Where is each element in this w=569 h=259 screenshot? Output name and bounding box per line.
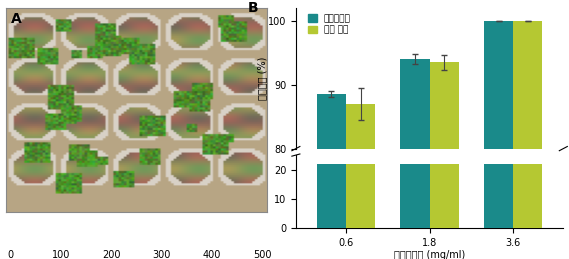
- Bar: [513, 164, 542, 228]
- X-axis label: 추출물농도 (mg/ml): 추출물농도 (mg/ml): [394, 250, 465, 259]
- Bar: [484, 164, 513, 228]
- Bar: [484, 20, 513, 259]
- Bar: [346, 164, 376, 228]
- Text: 항균활성 (%): 항균활성 (%): [257, 56, 267, 100]
- Bar: [401, 59, 430, 259]
- Text: B: B: [248, 1, 258, 15]
- Bar: [513, 20, 542, 259]
- Bar: [401, 164, 430, 228]
- Text: A: A: [11, 12, 22, 26]
- Bar: [317, 94, 346, 259]
- Bar: [346, 104, 376, 259]
- Legend: 도깨비가지, 가시 상추: 도깨비가지, 가시 상추: [306, 12, 352, 36]
- Bar: [317, 164, 346, 228]
- Bar: [430, 164, 459, 228]
- Bar: [430, 62, 459, 259]
